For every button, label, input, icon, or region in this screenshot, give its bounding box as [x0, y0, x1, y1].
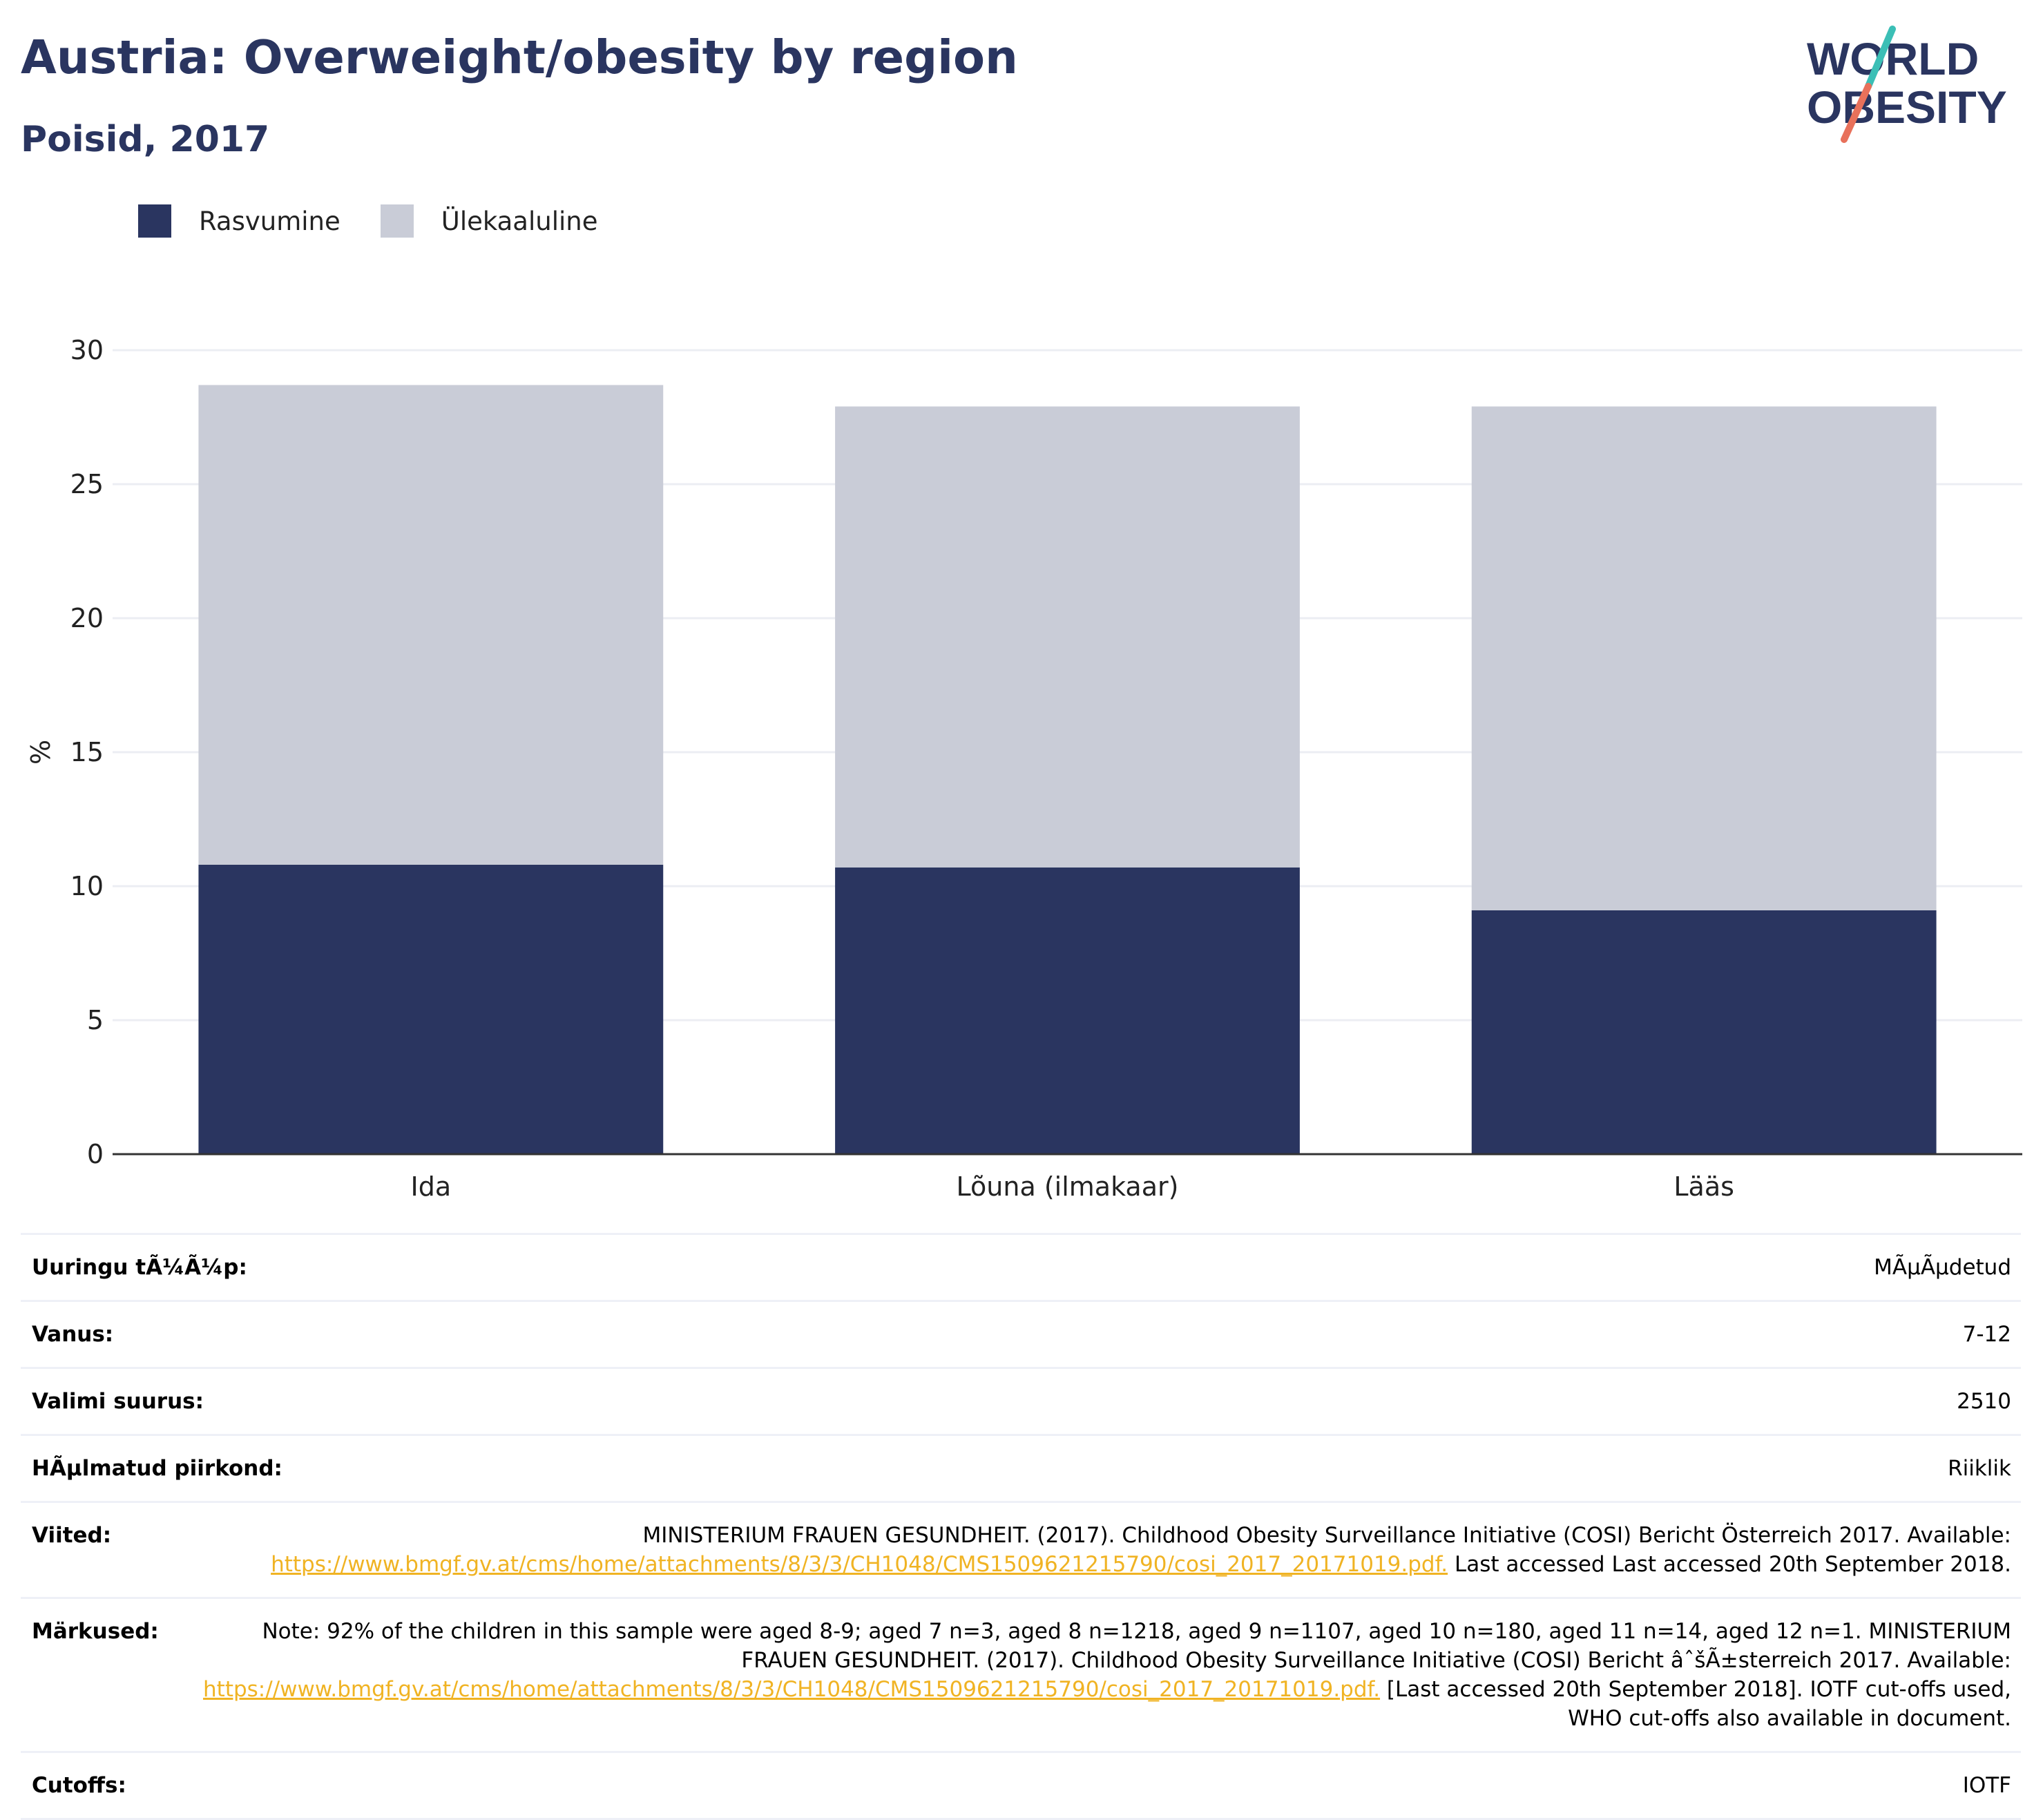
bar-obese[interactable] [1471, 910, 1937, 1154]
world-obesity-logo: WORLD OBESITY [1807, 26, 2007, 143]
y-tick-label: 15 [70, 737, 104, 767]
info-value: MINISTERIUM FRAUEN GESUNDHEIT. (2017). C… [271, 1523, 2011, 1577]
info-row-notes: Märkused: Note: 92% of the children in th… [21, 1597, 2021, 1751]
chart-title: Austria: Overweight/obesity by region [21, 30, 1018, 84]
info-label: HÃµlmatud piirkond: [32, 1456, 282, 1481]
y-tick-label: 30 [70, 335, 104, 365]
bar-overweight[interactable] [198, 385, 664, 865]
chart-legend: Rasvumine Ülekaaluline [138, 204, 638, 238]
info-label: Märkused: [32, 1619, 159, 1644]
info-row-cutoffs: Cutoffs: IOTF [21, 1751, 2021, 1820]
legend-item-obese[interactable]: Rasvumine [138, 204, 340, 238]
bar-overweight[interactable] [835, 406, 1300, 868]
info-label: Vanus: [32, 1322, 114, 1347]
reference-link[interactable]: https://www.bmgf.gv.at/cms/home/attachme… [271, 1552, 1448, 1577]
info-row: Uuringu tÃ¼Ã¼p: MÃµÃµdetud [21, 1233, 2021, 1300]
info-value: IOTF [1962, 1773, 2011, 1798]
logo-word-2: OBESITY [1807, 82, 2007, 133]
info-row-references: Viited: MINISTERIUM FRAUEN GESUNDHEIT. (2… [21, 1501, 2021, 1597]
info-label: Uuringu tÃ¼Ã¼p: [32, 1255, 247, 1280]
legend-item-overweight[interactable]: Ülekaaluline [380, 204, 598, 238]
info-value: 2510 [1957, 1389, 2011, 1414]
legend-swatch-overweight [380, 204, 414, 238]
info-value: Note: 92% of the children in this sample… [203, 1619, 2011, 1731]
legend-label-overweight: Ülekaaluline [441, 206, 598, 236]
info-row: Valimi suurus: 2510 [21, 1367, 2021, 1434]
y-axis-label: % [26, 740, 56, 765]
y-tick-label: 10 [70, 871, 104, 901]
logo-slash-coral [1841, 83, 1872, 143]
bar-overweight[interactable] [1471, 406, 1937, 910]
info-value: MÃµÃµdetud [1874, 1255, 2011, 1280]
info-label: Valimi suurus: [32, 1389, 204, 1414]
info-value: Riiklik [1948, 1456, 2011, 1481]
reference-link[interactable]: https://www.bmgf.gv.at/cms/home/attachme… [203, 1677, 1381, 1702]
bar-obese[interactable] [198, 864, 664, 1154]
info-row: HÃµlmatud piirkond: Riiklik [21, 1434, 2021, 1501]
info-row: Vanus: 7-12 [21, 1300, 2021, 1367]
y-tick-label: 5 [87, 1005, 104, 1035]
info-label: Cutoffs: [32, 1773, 126, 1798]
chart-subtitle: Poisid, 2017 [21, 119, 270, 160]
logo-word-1: WORLD [1807, 33, 1979, 84]
survey-info-table: Uuringu tÃ¼Ã¼p: MÃµÃµdetud Vanus: 7-12 Valim… [21, 1233, 2021, 1820]
info-value: 7-12 [1962, 1322, 2011, 1347]
x-tick-label: Lõuna (ilmakaar) [957, 1171, 1179, 1202]
y-tick-label: 20 [70, 603, 104, 633]
bar-chart: 0 5 10 15 20 25 30% Ida Lõuna (ilmakaar) Lääs [26, 335, 2022, 1202]
bar-obese[interactable] [835, 867, 1300, 1154]
x-tick-label: Lääs [1673, 1171, 1734, 1202]
y-tick-label: 0 [87, 1139, 104, 1169]
info-label: Viited: [32, 1523, 112, 1548]
legend-swatch-obese [138, 204, 171, 238]
y-tick-label: 25 [70, 469, 104, 499]
logo-slash-teal [1865, 26, 1896, 90]
legend-label-obese: Rasvumine [199, 206, 340, 236]
x-tick-label: Ida [411, 1171, 452, 1202]
